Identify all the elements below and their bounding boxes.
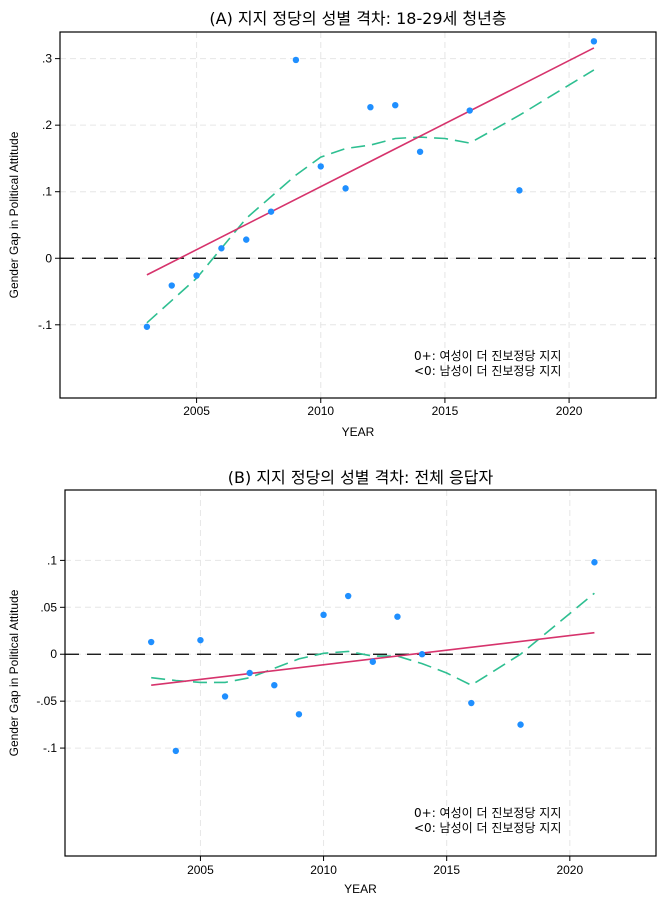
chart-panel-b: (B) 지지 정당의 성별 격차: 전체 응답자 2005 2010 2015 2020… [7,468,657,896]
x-tick-label: 2010 [310,863,337,877]
x-tick-label: 2015 [433,863,460,877]
data-point [292,56,300,64]
data-point [394,613,401,620]
data-point [168,282,175,289]
data-point [246,669,253,677]
data-point [143,323,151,330]
y-tick-label: -.05 [36,694,57,708]
data-point [221,693,229,700]
x-tick-label: 2020 [556,404,583,418]
data-point [320,611,327,619]
legend-note-line: <0: 남성이 더 진보정당 지지 [414,821,561,835]
data-point [591,559,598,566]
lowess-curve [151,592,595,687]
data-point [367,103,374,111]
y-tick-label: .05 [40,600,57,614]
y-axis-label: Gender Gap in Political Attitude [7,589,21,756]
x-tick-label: 2005 [187,863,214,877]
data-point [147,638,155,646]
plot-frame [64,489,657,857]
x-tick-label: 2015 [432,404,459,418]
data-point [243,236,250,243]
y-axis-label: Gender Gap in Political Attitude [7,131,21,298]
data-point [193,272,200,279]
data-point [369,658,377,665]
x-tick-label: 2005 [183,404,210,418]
plot-frame [59,31,657,399]
data-point [295,711,303,718]
x-tick-label: 2010 [307,404,334,418]
chart-panel-a: (A) 지지 정당의 성별 격차: 18-29세 청년층 2005 2010 2015… [7,9,657,439]
data-point [172,747,180,755]
data-point [197,636,204,644]
data-point [392,102,399,109]
x-tick-label: 2020 [556,863,583,877]
data-point [342,185,349,192]
y-tick-label: .3 [42,52,52,66]
data-point [267,208,275,215]
chart-title: (B) 지지 정당의 성별 격차: 전체 응답자 [228,468,494,487]
data-point [344,592,352,600]
y-tick-label: -.1 [38,318,52,332]
data-point [590,38,598,45]
data-point [418,651,426,658]
data-point [468,699,475,707]
legend-note-line: 0+: 여성이 더 진보정당 지지 [414,349,561,363]
data-point [416,148,424,155]
y-tick-label: .1 [42,185,52,199]
data-point [466,107,473,114]
data-point [218,245,225,252]
data-point [517,721,524,728]
y-tick-label: 0 [45,251,52,265]
data-point [271,682,278,689]
linear-fit-line [146,47,595,276]
legend-note-line: 0+: 여성이 더 진보정당 지지 [414,806,561,820]
chart-title: (A) 지지 정당의 성별 격차: 18-29세 청년층 [209,9,506,28]
legend-note-line: <0: 남성이 더 진보정당 지지 [414,364,561,378]
data-point [516,187,523,194]
y-tick-label: .2 [42,118,52,132]
x-axis-label: YEAR [342,425,375,439]
data-point [317,163,324,170]
y-tick-label: 0 [50,647,57,661]
y-tick-label: -.1 [43,741,57,755]
y-tick-label: .1 [47,553,57,567]
x-axis-label: YEAR [344,882,377,896]
